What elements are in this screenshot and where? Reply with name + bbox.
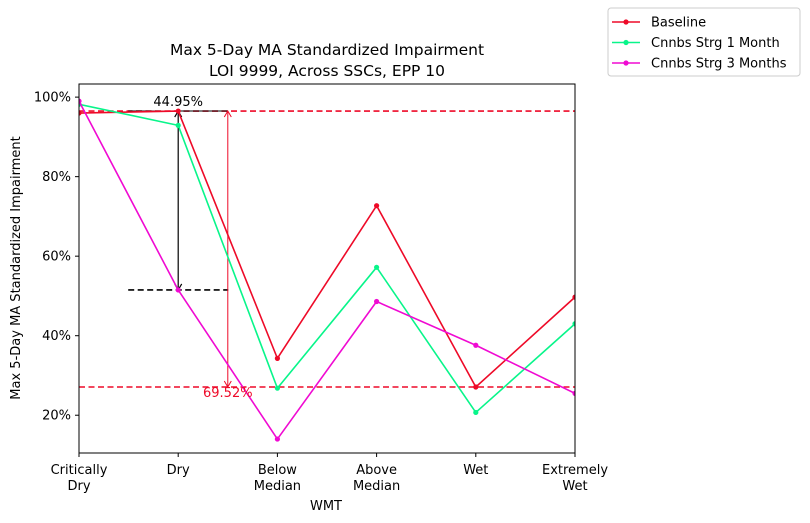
series-0-point-4 — [473, 384, 479, 390]
series-lines — [79, 98, 575, 442]
series-0-point-0 — [79, 110, 82, 116]
series-2-point-2 — [274, 436, 280, 442]
series-line-1 — [79, 103, 575, 414]
legend: Baseline Cnnbs Strg 1 Month Cnnbs Strg 3 M… — [607, 7, 801, 77]
y-tick-label-2: 60% — [42, 250, 71, 265]
series-0-point-2 — [274, 355, 280, 361]
series-line-0 — [79, 110, 575, 388]
y-tick-label-3: 80% — [42, 170, 71, 185]
legend-marker-1 — [623, 39, 629, 46]
legend-label-2: Cnnbs Strg 3 Months — [651, 57, 787, 72]
x-tick-label-4: Wet — [463, 463, 488, 478]
legend-frame — [607, 7, 801, 77]
series-2-point-0 — [79, 98, 82, 104]
x-tick-label-1: Dry — [167, 463, 190, 478]
series-2-point-4 — [473, 342, 479, 348]
series-1-point-5 — [572, 321, 575, 327]
y-axis-label: Max 5-Day MA Standardized Impairment — [9, 136, 24, 399]
x-axis-label: WMT — [310, 499, 342, 514]
series-line-2 — [79, 100, 575, 440]
legend-marker-2 — [623, 60, 629, 66]
series-2-point-5 — [572, 390, 575, 396]
series-1-point-2 — [274, 385, 280, 391]
plot-frame — [78, 83, 576, 454]
y-tick-label-1: 40% — [42, 329, 71, 344]
reference-lines — [79, 110, 575, 388]
chart-subtitle: LOI 9999, Across SSCs, EPP 10 — [209, 62, 445, 80]
x-tick-label-0: Critically Dry — [51, 463, 108, 494]
legend-label-1: Cnnbs Strg 1 Month — [651, 36, 780, 51]
annotation-label-1: 69.52% — [203, 386, 253, 401]
series-2-point-1 — [175, 287, 181, 293]
x-tick-label-3: Above Median — [353, 463, 400, 494]
y-tick-label-0: 20% — [42, 409, 71, 424]
chart-title: Max 5-Day MA Standardized Impairment — [170, 41, 484, 59]
series-0-point-5 — [572, 294, 575, 300]
annotation-arrowhead-1-1 — [223, 380, 232, 388]
x-tick-label-5: Extremely Wet — [542, 463, 608, 494]
x-axis-ticks: Critically Dry Dry Below Median Above Median We… — [51, 453, 608, 494]
y-axis-ticks: 20% 40% 60% 80% 100% — [34, 91, 79, 424]
series-0-point-3 — [374, 203, 380, 209]
annotation-label-0: 44.95% — [153, 95, 203, 110]
y-tick-label-4: 100% — [34, 91, 71, 106]
legend-label-0: Baseline — [651, 16, 706, 31]
series-1-point-4 — [473, 409, 479, 416]
series-1-point-3 — [374, 264, 380, 270]
x-tick-label-2: Below Median — [254, 463, 301, 494]
legend-marker-0 — [623, 19, 629, 25]
annotation-labels: 44.95% 69.52% — [153, 95, 252, 401]
annotation-arrowhead-1-0 — [223, 110, 232, 118]
plot-area — [79, 98, 575, 442]
series-0-point-1 — [175, 108, 181, 114]
series-1-point-1 — [175, 122, 181, 128]
series-2-point-3 — [374, 298, 380, 305]
